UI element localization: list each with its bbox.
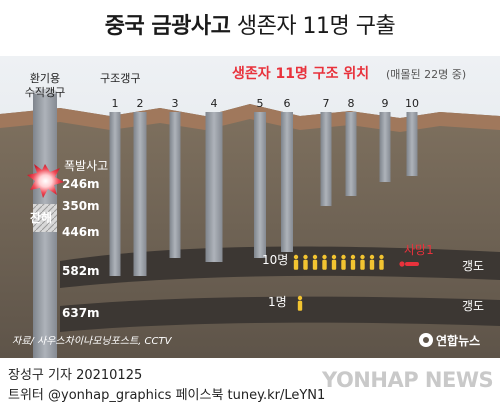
person-icon [350, 254, 356, 270]
person-icon [303, 254, 308, 270]
person-icon [341, 254, 346, 270]
rescue-shaft-6 [281, 112, 293, 252]
person-icon [312, 254, 318, 270]
subtitle-note: (매몰된 22명 중) [386, 68, 466, 81]
ground [0, 104, 500, 358]
vent-shaft-top [33, 89, 57, 95]
yonhap-logo-icon [419, 333, 433, 347]
rescue-shaft-9 [379, 112, 391, 182]
title-light: 생존자 11명 구출 [230, 14, 396, 39]
rescue-shaft-8 [345, 112, 357, 196]
page-title: 중국 금광사고 생존자 11명 구출 [0, 8, 500, 40]
shaft-number-8: 8 [348, 97, 355, 110]
shaft-number-5: 5 [257, 97, 264, 110]
shaft-number-2: 2 [137, 97, 144, 110]
death-label: 사망1 [404, 243, 434, 257]
tunnel-637 [60, 296, 500, 332]
person-icon [360, 254, 365, 270]
tunnel-label-582: 갱도 [462, 259, 484, 273]
watermark: YONHAP NEWS [322, 368, 494, 392]
rescue-shafts: 1 2 3 4 5 6 7 8 9 10 [109, 97, 419, 276]
person-icon [379, 254, 384, 270]
mine-diagram: 1 2 3 4 5 6 7 8 9 10 환기용 수직갱구 구조갱구 생존자 11명 구조 위치 … [0, 56, 500, 358]
depth-637: 637m [62, 306, 100, 320]
mine-diagram-svg: 1 2 3 4 5 6 7 8 9 10 환기용 수직갱구 구조갱구 생존자 11명 구조 위치 … [0, 56, 500, 358]
debris-label: 잔해 [30, 210, 52, 225]
group-582-label: 10명 [262, 253, 288, 267]
depth-446: 446m [62, 225, 100, 239]
rescue-shaft-10 [406, 112, 418, 176]
person-icon [322, 254, 327, 270]
reporter-credit: 장성구 기자 20210125 [8, 368, 143, 383]
survivor-figures [293, 254, 384, 311]
person-icon [297, 295, 303, 311]
person-icon [369, 254, 375, 270]
rescue-shaft-5 [254, 112, 266, 258]
shaft-number-6: 6 [284, 97, 291, 110]
shaft-number-1: 1 [112, 97, 119, 110]
rescue-shaft-2 [133, 112, 147, 276]
rescue-shaft-7 [320, 112, 332, 206]
subtitle-main: 생존자 11명 구조 위치 [232, 65, 369, 82]
vent-label-2: 수직갱구 [25, 86, 65, 99]
title-bold: 중국 금광사고 [104, 14, 231, 39]
depth-246: 246m [62, 177, 100, 191]
depth-582: 582m [62, 264, 100, 278]
source-text: 자료/ 사우스차이나모닝포스트, CCTV [12, 335, 173, 347]
shaft-number-7: 7 [323, 97, 330, 110]
rescue-shaft-3 [169, 112, 181, 258]
shaft-number-3: 3 [172, 97, 179, 110]
person-icon [293, 254, 299, 270]
vent-label-1: 환기용 [30, 72, 60, 85]
shaft-number-4: 4 [211, 97, 218, 110]
group-637-label: 1명 [268, 295, 287, 309]
rescue-shafts-label: 구조갱구 [100, 72, 140, 85]
social-credit: 트위터 @yonhap_graphics 페이스북 tuney.kr/LeYN1 [8, 388, 326, 403]
debris-icon [33, 204, 57, 232]
rescue-shaft-1 [109, 112, 121, 276]
explosion-icon [27, 164, 64, 198]
surface-layer [0, 104, 500, 132]
tunnel-label-637: 갱도 [462, 299, 484, 313]
shaft-number-9: 9 [382, 97, 389, 110]
explosion-label: 폭발사고 [64, 159, 108, 173]
logo-text: 연합뉴스 [436, 333, 480, 348]
depth-350: 350m [62, 199, 100, 213]
person-icon [331, 254, 337, 270]
shaft-number-10: 10 [405, 97, 419, 110]
deceased-person-icon [399, 261, 419, 267]
rescue-shaft-4 [205, 112, 223, 262]
